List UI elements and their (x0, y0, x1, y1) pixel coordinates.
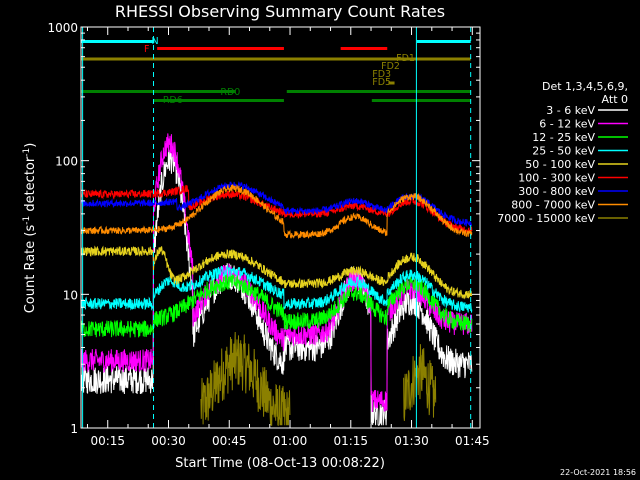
flag-label-fd3: FD3 (372, 69, 391, 80)
y-axis-label-end: ) (23, 143, 38, 148)
legend-label-7000-15000-kev: 7000 - 15000 keV (497, 212, 595, 225)
flag-label-fd2: FD2 (381, 61, 400, 72)
series-line-3-6-kev (80, 146, 473, 426)
legend-label-300-800-kev: 300 - 800 keV (518, 185, 595, 198)
x-axis-label: Start Time (08-Oct-13 00:08:22) (175, 456, 385, 471)
legend-label-6-12-kev: 6 - 12 keV (539, 118, 595, 131)
x-tick-label: 01:30 (394, 434, 429, 448)
flag-label-fd1: FD1 (396, 53, 415, 64)
y-axis-label: Count Rate (s-1 detector-1) (22, 143, 38, 314)
legend-label-100-300-kev: 100 - 300 keV (518, 172, 595, 185)
flag-bar-layer (81, 40, 471, 102)
x-tick-label: 00:30 (151, 434, 186, 448)
series-line-7000-15000-kev (200, 331, 437, 427)
y-tick-label: 1000 (47, 21, 78, 35)
ticks-layer: 00:15 00:30 00:45 01:00 01:15 01:30 01:45 1 10 10… (47, 21, 489, 448)
series-layer (80, 133, 473, 427)
marker-layer (82, 27, 472, 428)
legend-header-line2: Att 0 (602, 93, 628, 106)
x-tick-label: 01:00 (273, 434, 308, 448)
series-line-50-100-kev (80, 245, 473, 300)
y-axis-label-sup1: -1 (22, 216, 32, 225)
legend-label-800-7000-kev: 800 - 7000 keV (511, 199, 595, 212)
x-tick-label: 01:45 (455, 434, 490, 448)
flag-label-rd6: RD6 (163, 95, 183, 106)
series-line-100-300-kev (80, 184, 473, 234)
legend-label-50-100-kev: 50 - 100 keV (525, 158, 595, 171)
flag-label-rd0: RD0 (220, 87, 240, 98)
series-line-12-25-kev (80, 273, 473, 338)
series-line-25-50-kev (80, 265, 473, 313)
y-axis-label-main: Count Rate (s (23, 225, 38, 314)
series-line-800-7000-kev (80, 183, 473, 240)
footer-timestamp: 22-Oct-2021 18:56 (560, 468, 636, 477)
legend-label-25-50-kev: 25 - 50 keV (532, 145, 595, 158)
axes-layer (80, 26, 481, 429)
flag-label-fd5: FD5 (372, 77, 391, 88)
series-line-300-800-kev (80, 181, 472, 227)
y-axis-label-mid: detector (23, 156, 38, 216)
y-tick-label: 10 (63, 288, 78, 302)
x-tick-label: 00:15 (90, 434, 125, 448)
chart-title: RHESSI Observing Summary Count Rates (115, 2, 445, 21)
flag-label-f: F (144, 44, 149, 55)
flag-label-n: N (151, 36, 158, 47)
y-axis-label-sup2: -1 (22, 148, 32, 157)
legend-label-12-25-kev: 12 - 25 keV (532, 131, 595, 144)
y-tick-label: 1 (70, 422, 78, 436)
x-tick-label: 00:45 (212, 434, 247, 448)
plot-frame (80, 26, 481, 429)
legend-label-3-6-kev: 3 - 6 keV (546, 104, 595, 117)
y-tick-label: 100 (55, 155, 78, 169)
legend-header-line1: Det 1,3,4,5,6,9, (542, 80, 628, 93)
x-tick-label: 01:15 (333, 434, 368, 448)
